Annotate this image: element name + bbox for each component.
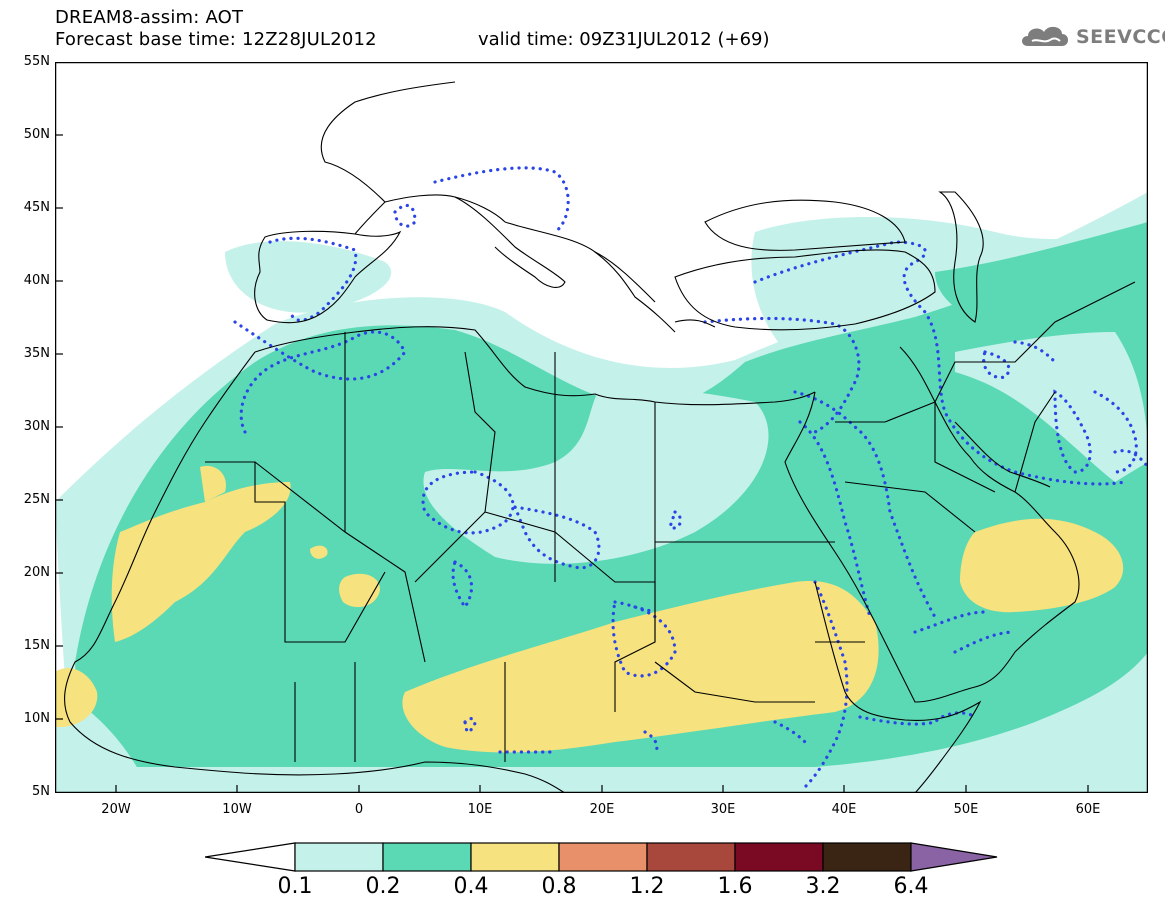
lat-label: 55N <box>23 54 50 69</box>
legend-swatch <box>822 842 912 872</box>
aot-dotted-contours <box>233 166 1148 789</box>
aot-band-0.4 <box>111 482 291 642</box>
legend-label: 0.4 <box>453 874 489 899</box>
lon-label: 50E <box>953 802 979 817</box>
valid-time: valid time: 09Z31JUL2012 (+69) <box>478 29 770 50</box>
aot-legend <box>205 842 998 872</box>
lon-label: 0 <box>354 802 364 817</box>
map-title: DREAM8-assim: AOT <box>55 7 244 28</box>
lon-label: 20E <box>589 802 615 817</box>
legend-label: 0.1 <box>277 874 313 899</box>
legend-swatch <box>734 842 824 872</box>
aot-map <box>55 62 1148 793</box>
legend-label: 0.2 <box>365 874 401 899</box>
legend-swatch <box>558 842 648 872</box>
lon-label: 10W <box>222 802 252 817</box>
axis-ticks <box>55 134 1089 793</box>
coastlines <box>64 81 1136 793</box>
lon-label: 30E <box>710 802 736 817</box>
lon-label: 20W <box>101 802 131 817</box>
legend-swatch <box>470 842 560 872</box>
legend-label: 1.6 <box>717 874 753 899</box>
logo-text: SEEVCCC <box>1076 26 1165 48</box>
lat-label: 20N <box>23 565 50 580</box>
legend-swatch <box>294 842 384 872</box>
lat-label: 15N <box>23 638 50 653</box>
legend-swatch <box>382 842 472 872</box>
legend-label: 6.4 <box>893 874 929 899</box>
lon-label: 40E <box>831 802 857 817</box>
lat-label: 50N <box>23 127 50 142</box>
legend-label: 3.2 <box>805 874 841 899</box>
legend-label: 1.2 <box>629 874 665 899</box>
legend-label: 0.8 <box>541 874 577 899</box>
legend-low-arrow <box>205 842 296 872</box>
aot-band-0.1-hole <box>423 382 769 564</box>
lat-label: 25N <box>23 492 50 507</box>
lat-label: 30N <box>23 419 50 434</box>
seevccc-logo: SEEVCCC <box>1018 20 1165 54</box>
legend-swatch <box>646 842 736 872</box>
forecast-base-time: Forecast base time: 12Z28JUL2012 <box>55 29 377 50</box>
lat-label: 40N <box>23 273 50 288</box>
cloud-icon <box>1022 26 1068 46</box>
lat-label: 45N <box>23 200 50 215</box>
lat-label: 35N <box>23 346 50 361</box>
lat-label: 10N <box>23 711 50 726</box>
lon-label: 10E <box>467 802 493 817</box>
lat-label: 5N <box>32 784 50 799</box>
lon-label: 60E <box>1075 802 1101 817</box>
legend-high-arrow <box>910 842 998 872</box>
